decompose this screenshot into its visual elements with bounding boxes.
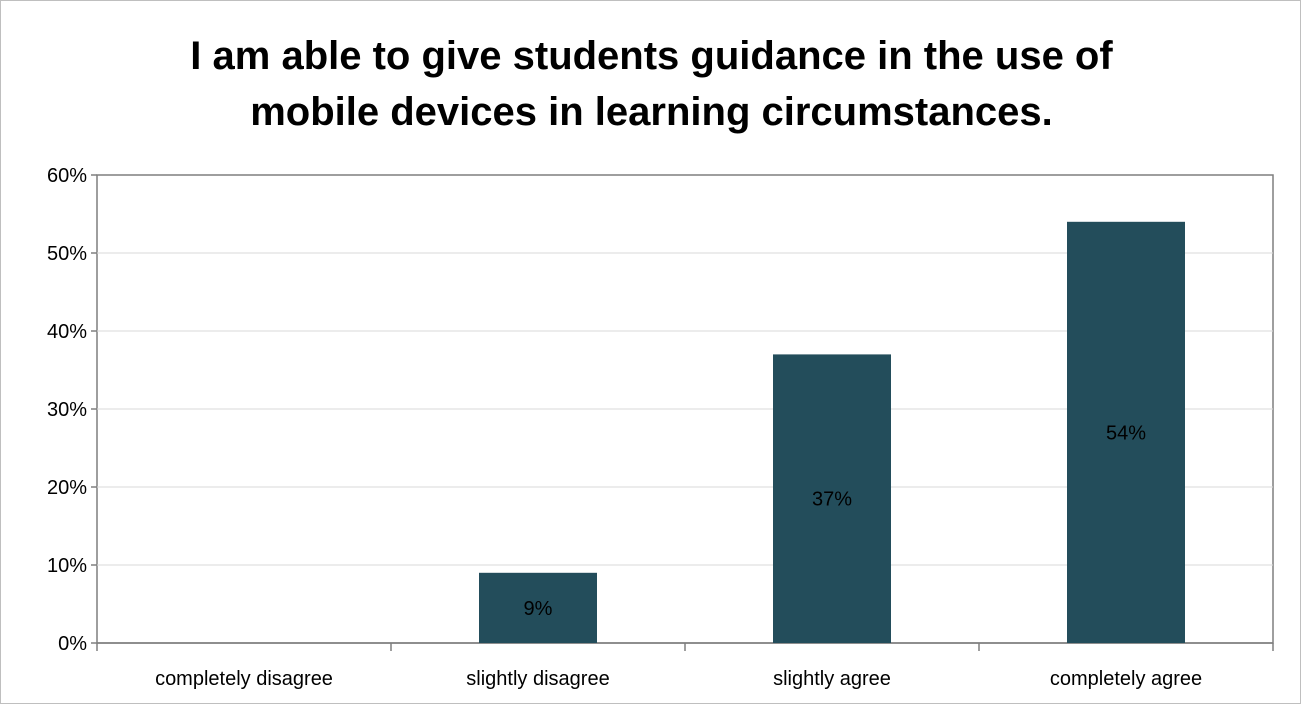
data-label: 37%: [812, 489, 852, 511]
chart-title-line-1: I am able to give students guidance in t…: [190, 34, 1113, 78]
bar: [1067, 221, 1185, 644]
bar: [479, 572, 597, 643]
x-category-label: completely agree: [1050, 668, 1202, 690]
x-category-label: slightly agree: [773, 668, 891, 690]
bar: [773, 354, 891, 643]
chart-title-line-2: mobile devices in learning circumstances…: [250, 90, 1053, 134]
y-tick-label: 50%: [47, 243, 87, 265]
y-tick-label: 40%: [47, 321, 87, 343]
chart-title: I am able to give students guidance in t…: [0, 28, 1303, 140]
x-category-label: completely disagree: [155, 668, 333, 690]
y-tick-label: 30%: [47, 399, 87, 421]
y-tick-label: 60%: [47, 165, 87, 187]
y-tick-label: 0%: [58, 633, 87, 655]
y-tick-label: 20%: [47, 477, 87, 499]
data-label: 9%: [524, 598, 553, 620]
x-category-label: slightly disagree: [466, 668, 609, 690]
y-tick-label: 10%: [47, 555, 87, 577]
data-label: 54%: [1106, 422, 1146, 444]
